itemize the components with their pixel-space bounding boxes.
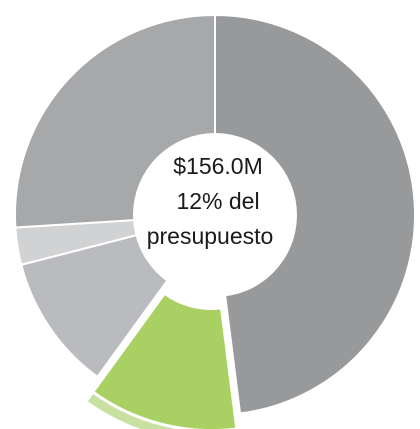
donut-segment [90,291,239,429]
center-caption: presupuesto [147,223,274,249]
donut-hole [133,133,297,297]
wedges [14,13,416,429]
center-amount: $156.0M [173,153,263,179]
center-percent: 12% del [176,188,259,214]
